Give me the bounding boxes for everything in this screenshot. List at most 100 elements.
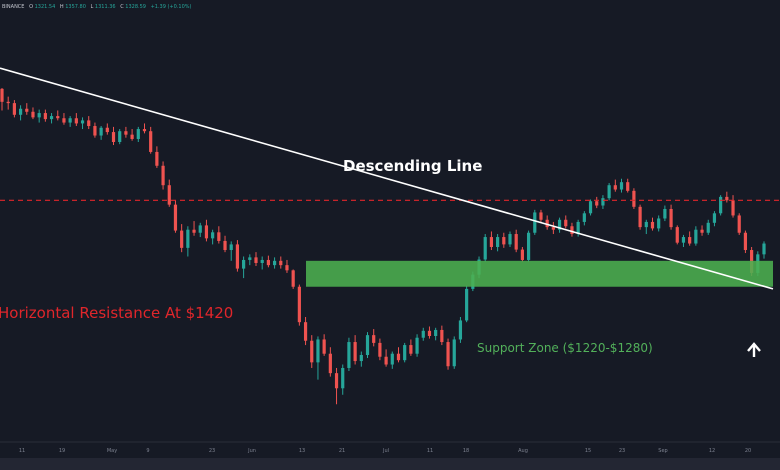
candle-body [322, 339, 326, 354]
candle-body [650, 221, 655, 229]
candle-body [737, 215, 741, 233]
candle-body [607, 185, 611, 199]
candle-body [105, 127, 109, 133]
candle-body [626, 182, 630, 191]
ticker-low-value: 1311.36 [95, 4, 116, 10]
x-tick-label: Jul [382, 448, 389, 454]
candle-body [130, 134, 134, 139]
candle-body [37, 113, 41, 118]
candle-body [365, 335, 370, 356]
candle-body [328, 353, 332, 374]
candle-body [334, 373, 339, 389]
candle-body [396, 353, 401, 361]
candle-body [260, 259, 264, 263]
candle-body [582, 213, 586, 222]
candle-body [669, 208, 673, 228]
candle-body [353, 342, 357, 362]
candle-body [49, 116, 54, 120]
candle-body [688, 237, 692, 244]
candle-body [434, 329, 438, 336]
candle-body [310, 340, 314, 363]
ticker-close-label: C [120, 4, 124, 10]
candle-body [638, 206, 642, 228]
candle-body [223, 240, 227, 251]
support-label: Support Zone ($1220-$1280) [477, 341, 653, 355]
ticker-open-value: 1321.54 [35, 4, 56, 10]
candle-body [93, 126, 97, 136]
candle-body [526, 232, 531, 260]
candle-body [180, 230, 184, 248]
candle-body [409, 345, 413, 354]
candle-body [192, 229, 196, 233]
x-tick-label: Aug [518, 448, 528, 454]
candle-body [155, 151, 159, 166]
candle-body [657, 218, 661, 229]
ticker-open-label: O [29, 4, 33, 10]
x-tick-label: 18 [463, 448, 469, 454]
x-tick-label: May [107, 448, 117, 454]
candle-body [80, 120, 85, 124]
bottom-scroll-bar[interactable] [0, 458, 780, 470]
candle-body [31, 111, 35, 118]
candle-body [167, 185, 171, 205]
candle-body [712, 213, 717, 223]
candle-body [458, 320, 463, 340]
candle-body [595, 201, 599, 206]
candle-body [725, 196, 729, 201]
candle-body [6, 101, 10, 104]
candle-body [291, 270, 295, 287]
x-tick-label: 15 [585, 448, 591, 454]
candle-body [266, 259, 270, 266]
ticker-low-label: L [91, 4, 94, 10]
candle-body [533, 212, 537, 233]
candle-body [12, 103, 16, 115]
x-axis-ticks: 11 19 May 9 23 Jun 13 21 Jul 11 18 Aug 15 23 Sep 12 20 [19, 448, 751, 454]
candle-body [297, 286, 301, 323]
candle-body [632, 190, 636, 207]
candle-body [508, 234, 512, 245]
candle-body [0, 88, 4, 102]
ticker-high-label: H [60, 4, 64, 10]
candle-body [520, 249, 524, 260]
candle-body [161, 165, 165, 186]
candle-body [619, 182, 624, 190]
candle-body [56, 116, 60, 119]
candle-body [496, 237, 500, 247]
candle-body [403, 345, 407, 361]
candle-body [43, 113, 47, 120]
candle-body [372, 335, 376, 343]
candle-body [248, 257, 252, 260]
x-tick-label: 13 [299, 448, 305, 454]
candle-body [99, 127, 103, 136]
candle-body [136, 129, 140, 139]
ticker-change: +1.39 (+0.10%) [151, 4, 192, 10]
candle-body [731, 200, 735, 216]
candle-body [427, 330, 432, 336]
candle-body [173, 204, 178, 231]
candle-body [186, 229, 190, 248]
candle-body [719, 196, 723, 214]
candle-body [390, 353, 394, 365]
candle-body [378, 342, 382, 357]
candle-body [613, 185, 617, 190]
candle-body [762, 243, 766, 255]
candle-body [681, 237, 686, 243]
ticker-header: BINANCE O 1321.54 H 1357.80 L 1311.36 C … [2, 4, 191, 10]
ticker-high-value: 1357.80 [65, 4, 86, 10]
support-zone [306, 260, 773, 287]
candle-body [446, 342, 450, 367]
candle-body [694, 229, 698, 244]
x-tick-label: 21 [339, 448, 345, 454]
candle-body [229, 244, 233, 251]
candle-body [514, 234, 518, 250]
x-tick-label: 23 [619, 448, 625, 454]
candle-body [124, 131, 128, 135]
candle-body [242, 259, 246, 269]
candle-body [111, 132, 116, 143]
x-tick-label: 12 [709, 448, 715, 454]
candle-body [706, 222, 710, 233]
candle-body [279, 260, 283, 266]
candle-body [87, 120, 91, 127]
x-tick-label: 19 [59, 448, 65, 454]
